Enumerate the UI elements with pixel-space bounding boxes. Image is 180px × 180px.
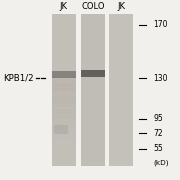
Text: COLO: COLO	[81, 2, 105, 11]
Bar	[52, 138, 76, 141]
Bar	[52, 108, 76, 111]
Text: KPB1/2: KPB1/2	[3, 74, 34, 83]
Bar	[52, 110, 76, 113]
Bar	[52, 114, 76, 117]
Bar	[52, 123, 76, 126]
Bar	[52, 112, 76, 115]
Bar	[52, 80, 76, 82]
Bar	[52, 88, 76, 91]
Bar	[52, 131, 76, 134]
Bar	[52, 121, 76, 123]
Bar	[52, 101, 76, 104]
Text: (kD): (kD)	[153, 160, 169, 166]
Bar	[52, 127, 76, 130]
Bar	[52, 90, 76, 93]
Bar	[52, 14, 76, 166]
Bar	[109, 14, 133, 166]
Bar	[52, 95, 76, 98]
Bar	[52, 75, 76, 78]
Bar	[52, 82, 76, 85]
Bar	[81, 70, 105, 77]
Bar	[52, 97, 76, 100]
Text: 95: 95	[153, 114, 163, 123]
Bar	[52, 99, 76, 102]
Bar	[52, 105, 76, 108]
Bar	[52, 84, 76, 87]
Bar	[52, 136, 76, 139]
Text: JK: JK	[60, 2, 68, 11]
Text: JK: JK	[118, 2, 125, 11]
Bar	[52, 86, 76, 89]
Bar	[81, 14, 105, 166]
Bar	[52, 118, 76, 121]
Text: 72: 72	[153, 129, 163, 138]
Bar	[52, 125, 76, 128]
Bar	[54, 125, 68, 134]
Bar	[52, 116, 76, 119]
Bar	[52, 134, 76, 136]
Bar	[52, 103, 76, 106]
Bar	[52, 71, 76, 78]
Bar	[52, 77, 76, 80]
Bar	[52, 93, 76, 95]
Text: 55: 55	[153, 144, 163, 153]
Text: 170: 170	[153, 21, 168, 30]
Text: 130: 130	[153, 74, 168, 83]
Bar	[52, 129, 76, 132]
